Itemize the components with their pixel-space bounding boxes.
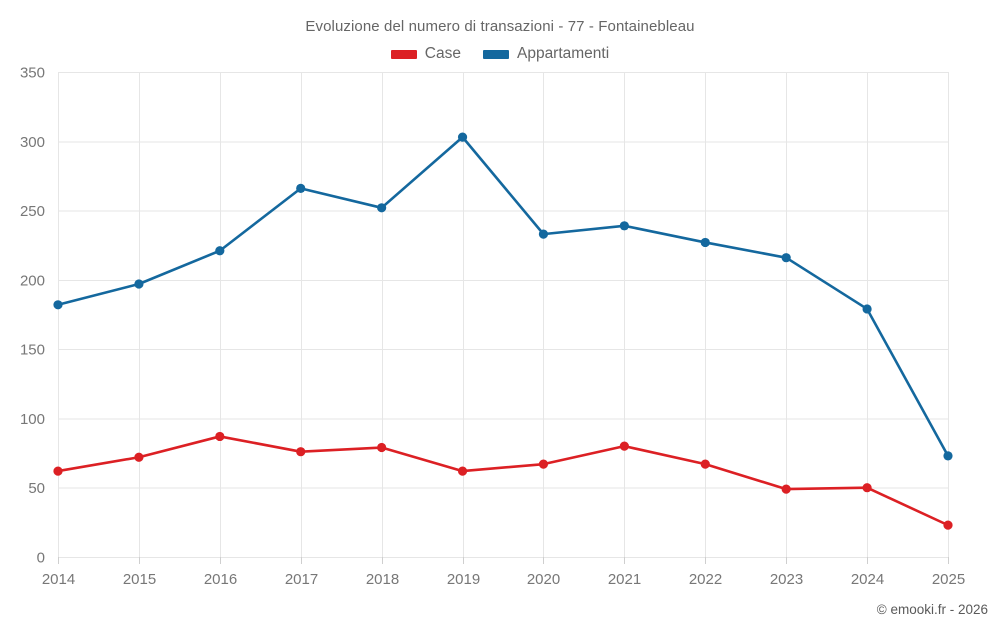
y-axis-tick-label: 300 — [20, 134, 45, 151]
y-axis-tick-label: 350 — [20, 65, 45, 82]
y-axis-tick-label: 100 — [20, 411, 45, 428]
series-line-case — [56, 435, 950, 527]
data-point-appartamenti-2020[interactable] — [538, 229, 549, 239]
data-point-appartamenti-2015[interactable] — [134, 279, 144, 289]
data-point-case-2019[interactable] — [457, 466, 468, 476]
x-axis-tick-label: 2018 — [366, 571, 399, 588]
series-line-appartamenti — [56, 135, 950, 458]
data-point-appartamenti-2022[interactable] — [700, 237, 710, 248]
legend-swatch-appartamenti — [482, 49, 509, 59]
data-point-appartamenti-2014[interactable] — [53, 300, 63, 310]
x-axis-tick-label: 2023 — [770, 571, 803, 588]
data-point-appartamenti-2023[interactable] — [781, 253, 791, 263]
chart-title: Evoluzione del numero di transazioni - 7… — [305, 18, 695, 35]
data-point-case-2014[interactable] — [53, 466, 63, 476]
x-axis-tick-label: 2019 — [447, 571, 480, 588]
data-point-appartamenti-2017[interactable] — [296, 183, 306, 193]
copyright-credit: © emooki.fr - 2026 — [876, 602, 988, 617]
x-axis-tick-label: 2025 — [932, 571, 965, 588]
x-axis-tick-label: 2024 — [851, 571, 884, 588]
x-axis-tick-label: 2014 — [42, 571, 75, 588]
data-point-case-2022[interactable] — [700, 459, 710, 469]
x-axis-tick-label: 2021 — [608, 571, 641, 588]
legend-item-case[interactable]: Case — [390, 45, 461, 63]
data-point-appartamenti-2016[interactable] — [215, 246, 225, 256]
data-point-appartamenti-2019[interactable] — [457, 132, 468, 142]
x-axis-tick-label: 2016 — [204, 571, 237, 588]
data-point-case-2021[interactable] — [619, 441, 629, 451]
data-point-case-2017[interactable] — [296, 447, 306, 457]
x-axis-tick-label: 2017 — [285, 571, 318, 588]
data-point-case-2020[interactable] — [538, 459, 549, 469]
legend-item-appartamenti[interactable]: Appartamenti — [482, 45, 610, 63]
y-axis-tick-label: 0 — [37, 550, 45, 567]
data-point-case-2018[interactable] — [377, 442, 387, 453]
chart-legend: Case Appartamenti — [0, 45, 1000, 63]
data-point-case-2025[interactable] — [943, 520, 953, 530]
y-axis-tick-label: 250 — [20, 203, 45, 220]
x-axis-tick-label: 2015 — [123, 571, 156, 588]
data-point-appartamenti-2025[interactable] — [943, 451, 953, 461]
y-axis-tick-label: 150 — [20, 342, 45, 359]
data-point-appartamenti-2018[interactable] — [377, 203, 387, 213]
data-point-case-2015[interactable] — [134, 452, 144, 462]
x-axis-tick-label: 2020 — [527, 571, 560, 588]
data-point-case-2023[interactable] — [781, 484, 791, 494]
legend-label-case: Case — [424, 45, 461, 62]
data-point-case-2016[interactable] — [215, 431, 225, 442]
data-point-case-2024[interactable] — [862, 483, 872, 493]
y-axis-tick-label: 200 — [20, 272, 45, 289]
y-axis-tick-label: 50 — [28, 480, 45, 497]
legend-label-appartamenti: Appartamenti — [516, 45, 610, 62]
x-axis-tick-label: 2022 — [689, 571, 722, 588]
data-point-appartamenti-2024[interactable] — [862, 304, 872, 314]
data-point-appartamenti-2021[interactable] — [619, 221, 629, 231]
legend-swatch-case — [390, 49, 417, 59]
